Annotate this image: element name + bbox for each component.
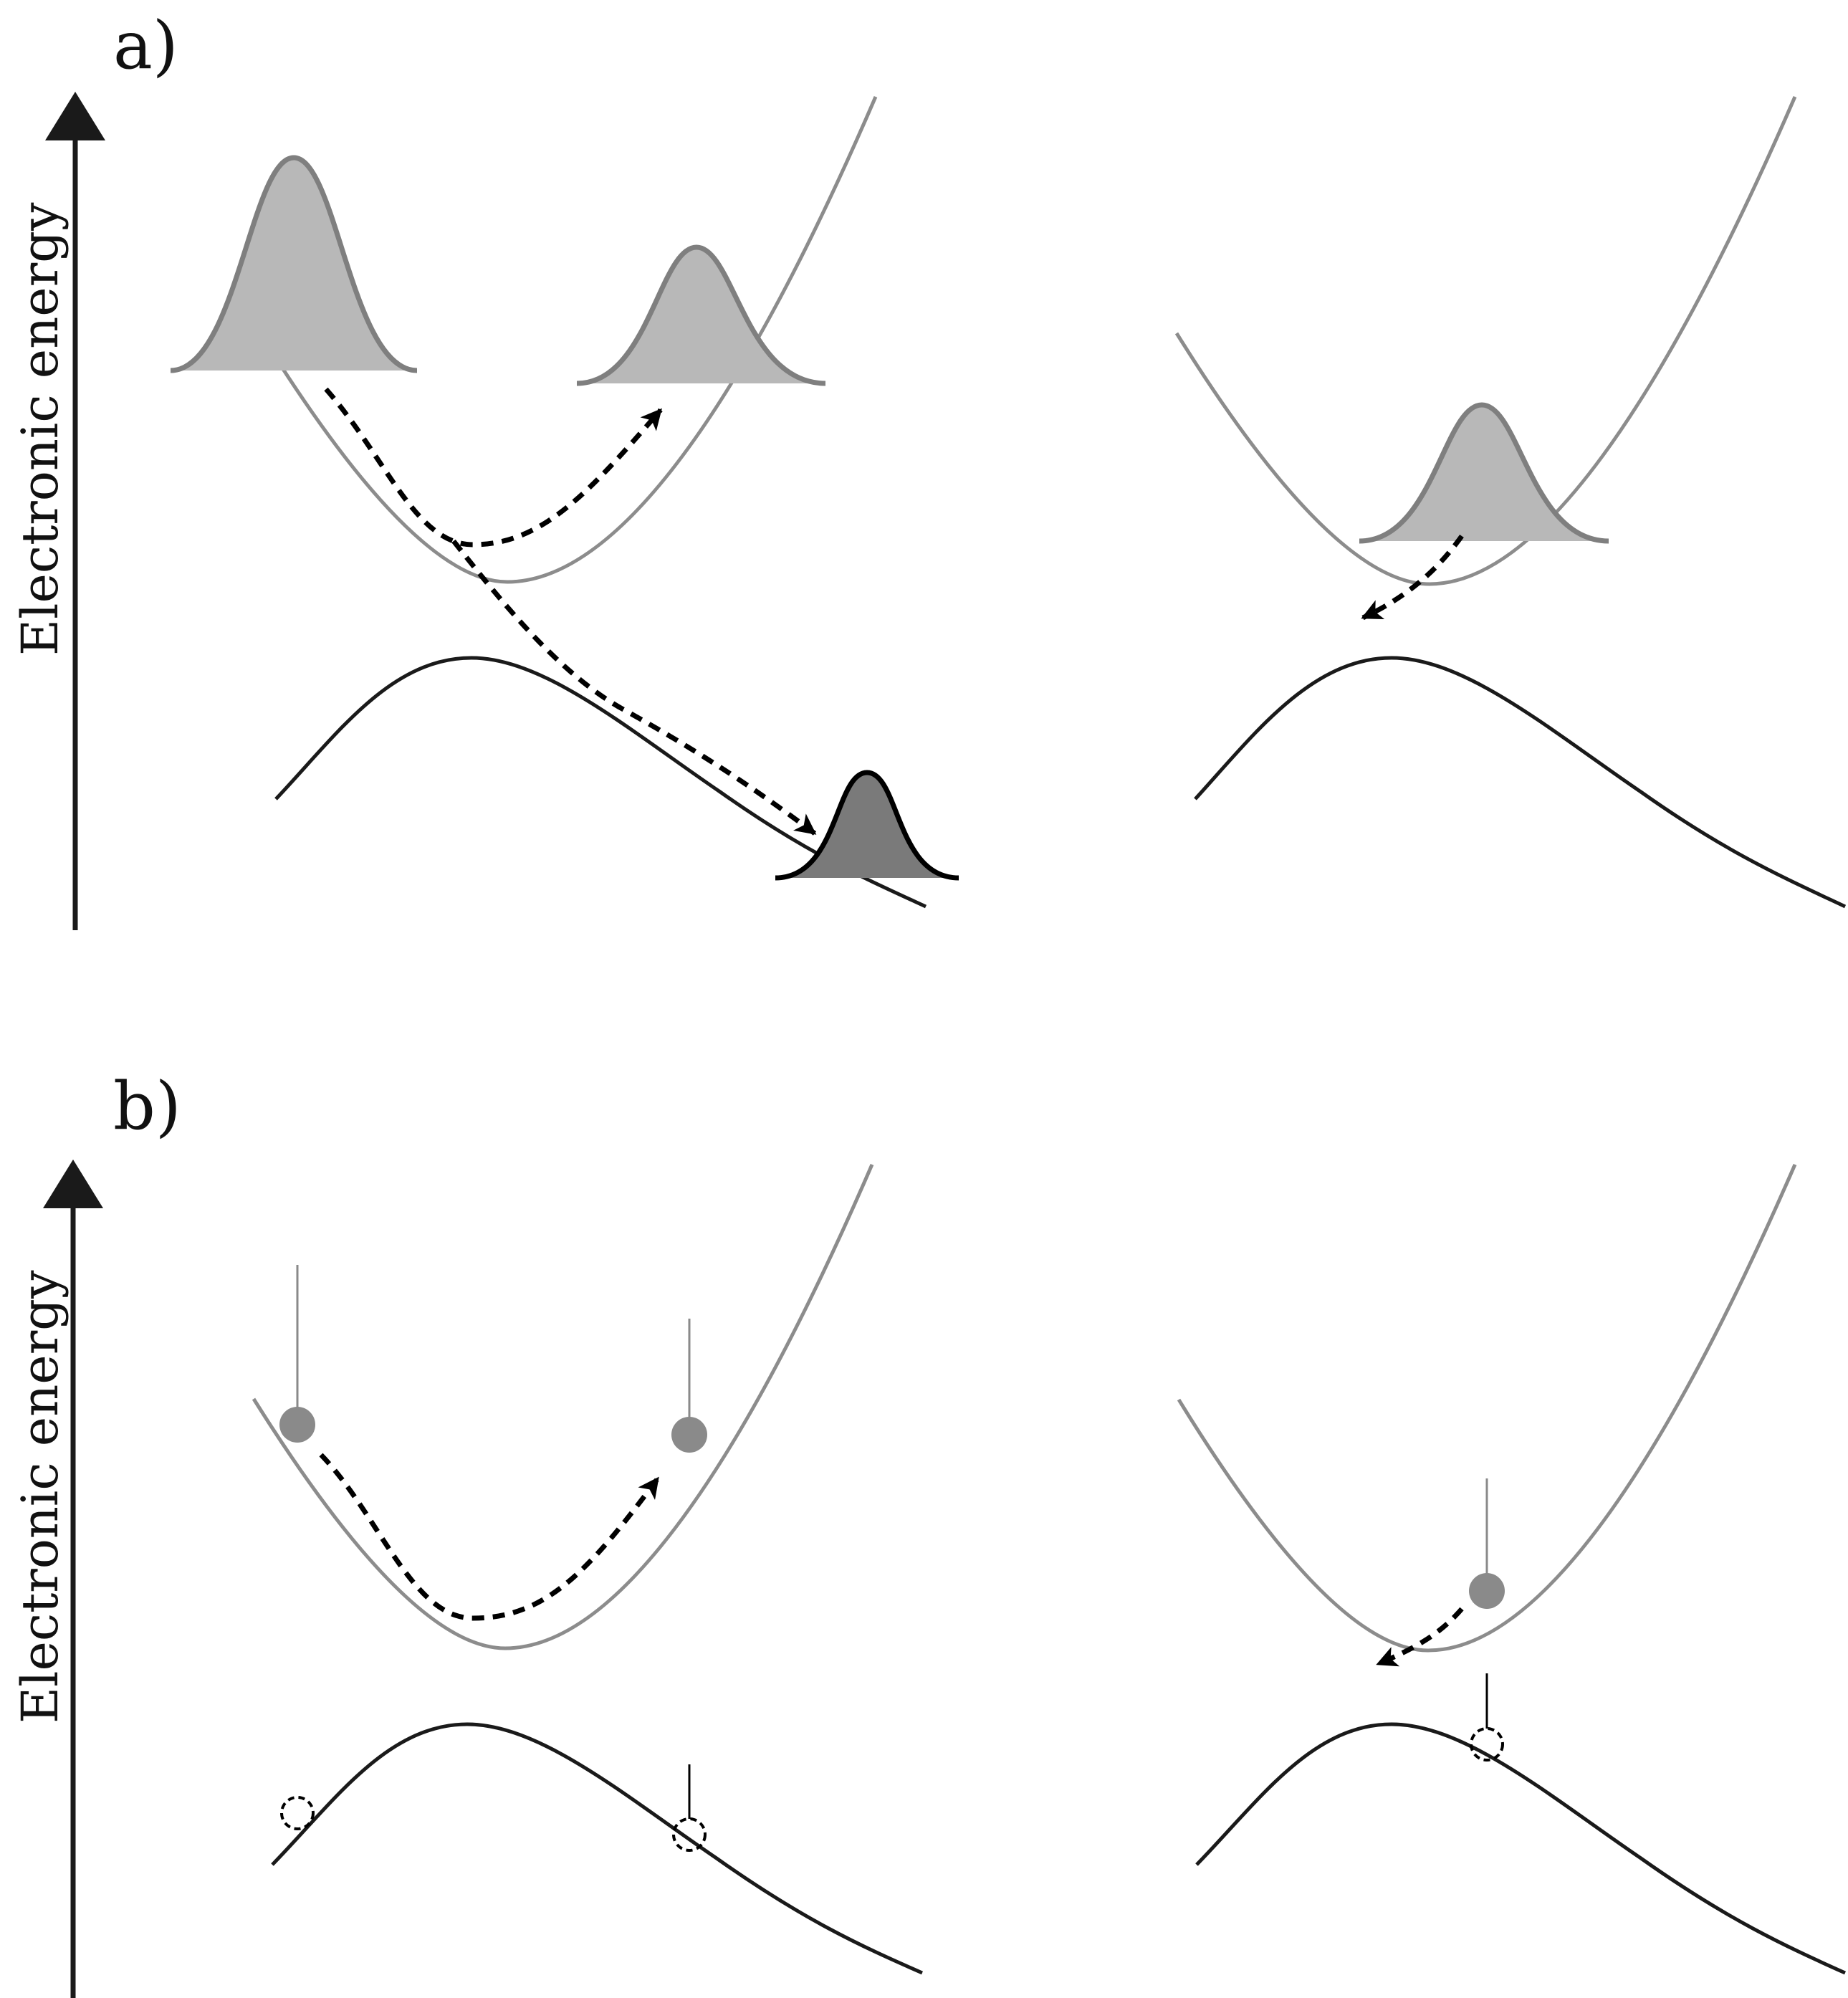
panel-a-right-wavepacket [1359,402,1609,544]
panel-b-traj1-particle [279,1407,315,1443]
panel-b-left-subplot [252,1164,924,1975]
panel-b-right-ground-surface [1195,1722,1847,1975]
panel-a-left-excited-surface [257,96,878,584]
panel-b-right-traj-particle [1469,1573,1505,1609]
panel-b-right-arrow-hop [1376,1607,1464,1667]
panel-b-left-ground-surface [271,1722,924,1975]
panel-b-axis-label: Electronic energy [11,1270,70,1724]
panel-b-right-subplot [1177,1164,1847,1975]
panel-b: b) Electronic energy [11,1068,1847,1998]
panel-a-initial-wavepacket [170,155,418,373]
panel-a-right-excited-surface [1174,96,1797,586]
panel-b-left-excited-surface [252,1164,874,1650]
panel-b-traj2-particle [671,1417,707,1453]
panel-a-right-ground-surface [1194,656,1847,909]
panel-b-ground-marker-right [672,1817,707,1852]
panel-a-right-subplot [1174,96,1847,909]
panel-a: a) Electronic energy [11,7,1847,930]
panel-a-transmitted-wavepacket [775,770,959,881]
panel-a-left-arrow-transmit [451,539,817,836]
panel-a-label: a) [113,7,178,84]
panel-b-right-ground-marker [1470,1727,1504,1762]
panel-a-axis-arrowhead [45,92,105,140]
panel-b-left-arrow-reflect [319,1453,660,1621]
panel-b-label: b) [113,1068,181,1144]
panel-a-reflected-wavepacket [576,244,826,386]
panel-b-ground-marker-left [280,1796,315,1830]
panel-a-left-subplot [170,96,959,909]
panel-a-left-arrow-reflect [324,387,663,548]
panel-b-axis-arrowhead [43,1160,103,1208]
panel-b-right-excited-surface [1177,1164,1797,1653]
panel-a-axis-label: Electronic energy [11,202,70,656]
panel-a-right-arrow-decay [1361,534,1464,621]
